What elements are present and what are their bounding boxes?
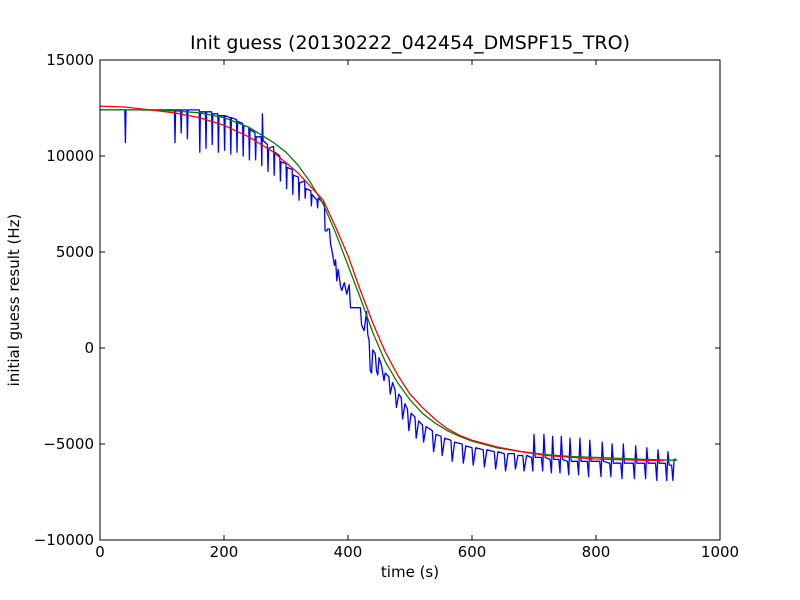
plot-area: 0 200 400 600 800 1000 −10000 −5000 0 5000 10000 15… [34, 51, 739, 561]
plot-frame [99, 59, 721, 541]
y-tick-label: −10000 [34, 531, 94, 549]
x-tick-label: 800 [582, 543, 611, 561]
x-tick-label: 600 [458, 543, 487, 561]
y-tick-label: 0 [84, 339, 94, 357]
y-tick-label: 15000 [46, 51, 94, 69]
x-tick-label: 400 [334, 543, 363, 561]
series-line-0 [100, 109, 677, 482]
x-axis-label: time (s) [381, 563, 439, 581]
y-tick-label: −5000 [43, 435, 94, 453]
series-line-1 [100, 109, 677, 461]
series-line-2 [99, 105, 665, 462]
x-tick-label: 0 [95, 543, 105, 561]
y-tick-label: 5000 [56, 243, 94, 261]
chart-title: Init guess (20130222_042454_DMSPF15_TRO) [190, 32, 630, 54]
x-tick-label: 1000 [701, 543, 739, 561]
tick-layer: 0 200 400 600 800 1000 −10000 −5000 0 5000 10000 15… [34, 51, 739, 561]
y-tick-label: 10000 [46, 147, 94, 165]
series-layer [99, 105, 677, 482]
x-tick-label: 200 [210, 543, 239, 561]
plot-background [100, 60, 720, 540]
y-axis-label: initial guess result (Hz) [5, 214, 23, 387]
